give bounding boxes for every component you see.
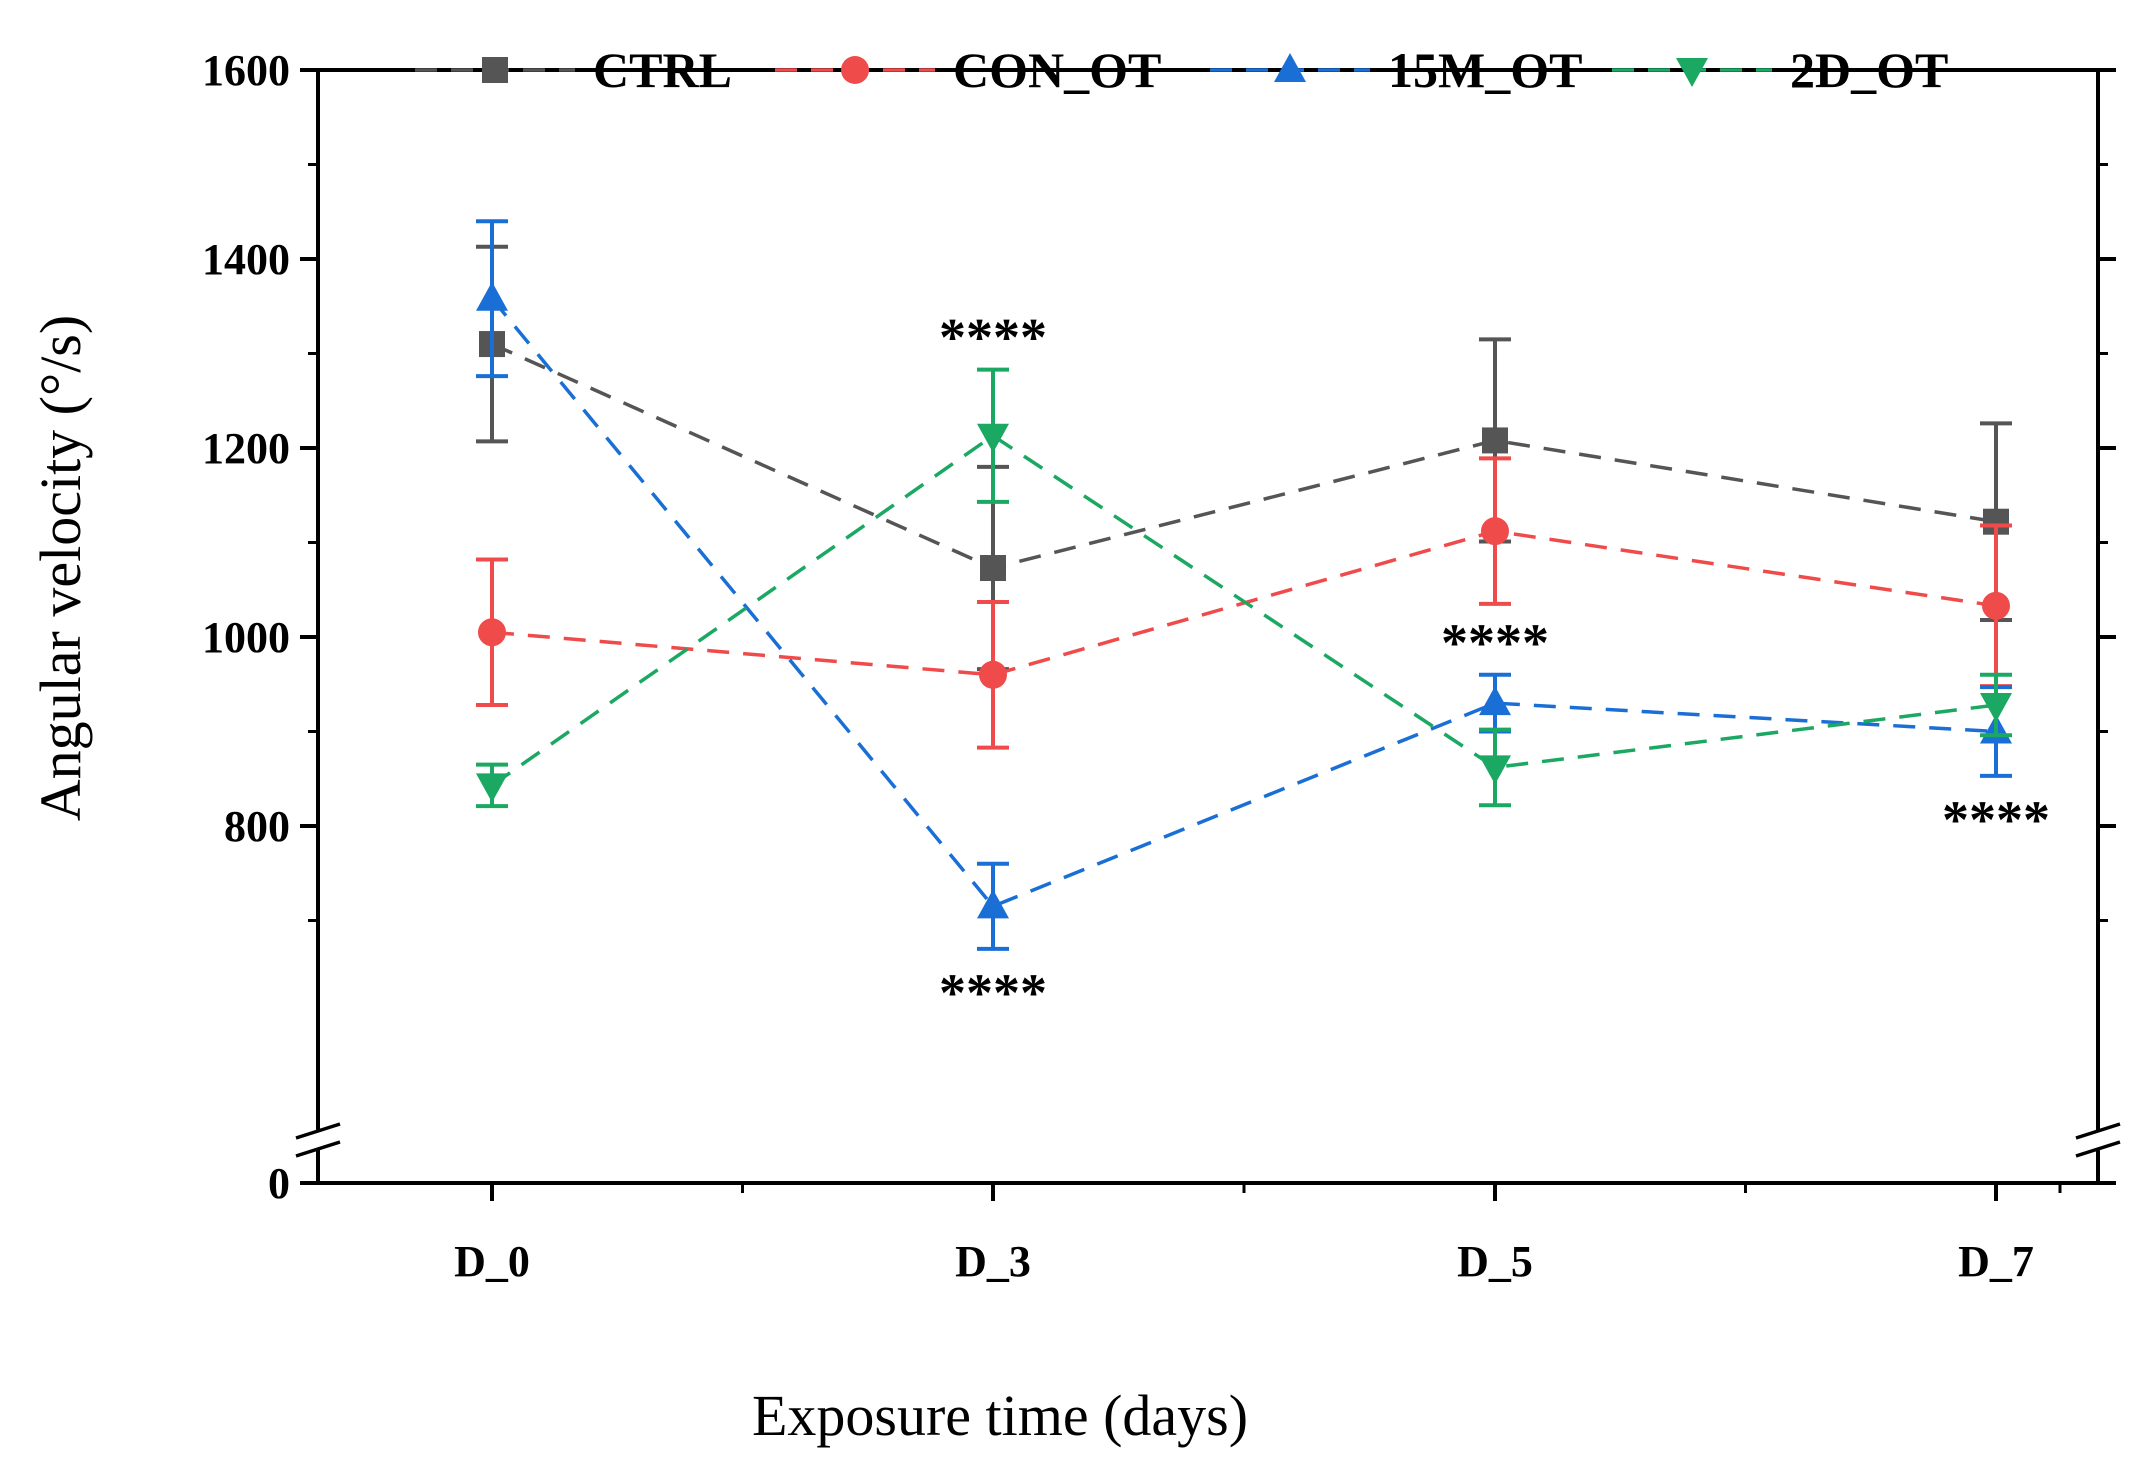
legend-item-ctrl: CTRL — [415, 42, 732, 98]
legend-marker-con-ot — [841, 56, 869, 84]
y-tick-label: 1200 — [202, 424, 290, 473]
x-tick-label: D_5 — [1457, 1237, 1533, 1286]
data-point-ctrl — [980, 555, 1006, 582]
x-tick-label: D_0 — [454, 1237, 530, 1286]
data-point-con-ot — [1481, 517, 1509, 546]
data-point-15m-ot — [977, 889, 1009, 919]
axes: 800 1000 1200 1400 1600 0 D_0 D_3 D_5 D_7 — [202, 46, 2121, 1286]
series-line-15m-ot — [490, 297, 1997, 909]
data-point-2d-ot — [1479, 755, 1511, 785]
axis-break-mark-left — [295, 1140, 341, 1158]
legend-label-con-ot: CON_OT — [953, 42, 1161, 98]
data-point-con-ot — [478, 618, 506, 647]
data-point-15m-ot — [476, 281, 508, 311]
annotations: **** **** **** **** — [939, 308, 2050, 1023]
significance-annotation: **** — [1942, 790, 2050, 850]
legend-label-15m-ot: 15M_OT — [1388, 42, 1582, 98]
x-tick-label: D_7 — [1958, 1237, 2034, 1286]
legend-item-con-ot: CON_OT — [775, 42, 1161, 98]
data-point-con-ot — [979, 660, 1007, 689]
data-point-2d-ot — [1980, 693, 2012, 723]
series-ctrl — [476, 244, 2012, 672]
x-tick-label: D_3 — [955, 1237, 1031, 1286]
y-tick-label: 0 — [268, 1159, 290, 1208]
x-axis-title: Exposure time (days) — [752, 1383, 1248, 1448]
y-tick-label: 800 — [224, 802, 290, 851]
y-axis-title: Angular velocity (°/s) — [28, 315, 93, 821]
axis-break-mark-left — [295, 1122, 341, 1140]
series-line-ctrl — [491, 342, 1997, 570]
significance-annotation: **** — [939, 308, 1047, 368]
legend-marker-15m-ot — [1274, 53, 1306, 82]
y-tick-label: 1000 — [202, 613, 290, 662]
legend-item-15m-ot: 15M_OT — [1210, 42, 1582, 98]
legend-marker-2d-ot — [1676, 58, 1708, 87]
significance-annotation: **** — [939, 963, 1047, 1023]
series-line-2d-ot — [490, 433, 1997, 787]
data-point-ctrl — [1482, 427, 1508, 454]
axis-break-mark-right — [2075, 1122, 2121, 1140]
data-point-2d-ot — [977, 423, 1009, 453]
series-2d-ot — [476, 367, 2012, 809]
data-point-15m-ot — [1479, 686, 1511, 716]
legend-item-2d-ot: 2D_OT — [1612, 42, 1948, 98]
y-tick-label: 1400 — [202, 235, 290, 284]
legend-marker-ctrl — [482, 57, 508, 83]
legend: CTRL CON_OT 15M_OT 2D_OT — [415, 42, 1948, 98]
series-layer — [476, 219, 2012, 951]
data-point-con-ot — [1982, 591, 2010, 620]
significance-annotation: **** — [1441, 613, 1549, 673]
legend-label-ctrl: CTRL — [593, 42, 732, 98]
series-15m-ot — [476, 219, 2012, 951]
legend-label-2d-ot: 2D_OT — [1790, 42, 1948, 98]
data-point-2d-ot — [476, 773, 508, 803]
axis-break-mark-right — [2075, 1140, 2121, 1158]
y-tick-label: 1600 — [202, 46, 290, 95]
